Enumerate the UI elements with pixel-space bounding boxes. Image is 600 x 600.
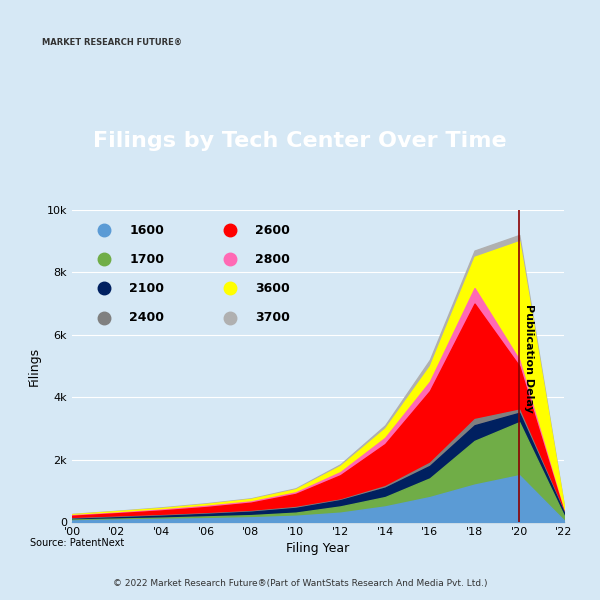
Text: MARKET RESEARCH FUTURE®: MARKET RESEARCH FUTURE® [42,37,182,46]
Text: 1700: 1700 [130,253,164,266]
Text: 3700: 3700 [256,311,290,324]
X-axis label: Filing Year: Filing Year [286,542,350,556]
Text: 3600: 3600 [256,282,290,295]
Text: Filings by Tech Center Over Time: Filings by Tech Center Over Time [93,131,507,151]
Text: Publication Delay: Publication Delay [524,304,534,412]
Text: 1600: 1600 [130,224,164,237]
Text: 2600: 2600 [256,224,290,237]
Text: 2100: 2100 [130,282,164,295]
Text: Source: PatentNext: Source: PatentNext [30,538,124,548]
Text: 2800: 2800 [256,253,290,266]
Text: © 2022 Market Research Future®(Part of WantStats Research And Media Pvt. Ltd.): © 2022 Market Research Future®(Part of W… [113,579,487,588]
Text: 2400: 2400 [130,311,164,324]
Y-axis label: Filings: Filings [28,346,41,386]
